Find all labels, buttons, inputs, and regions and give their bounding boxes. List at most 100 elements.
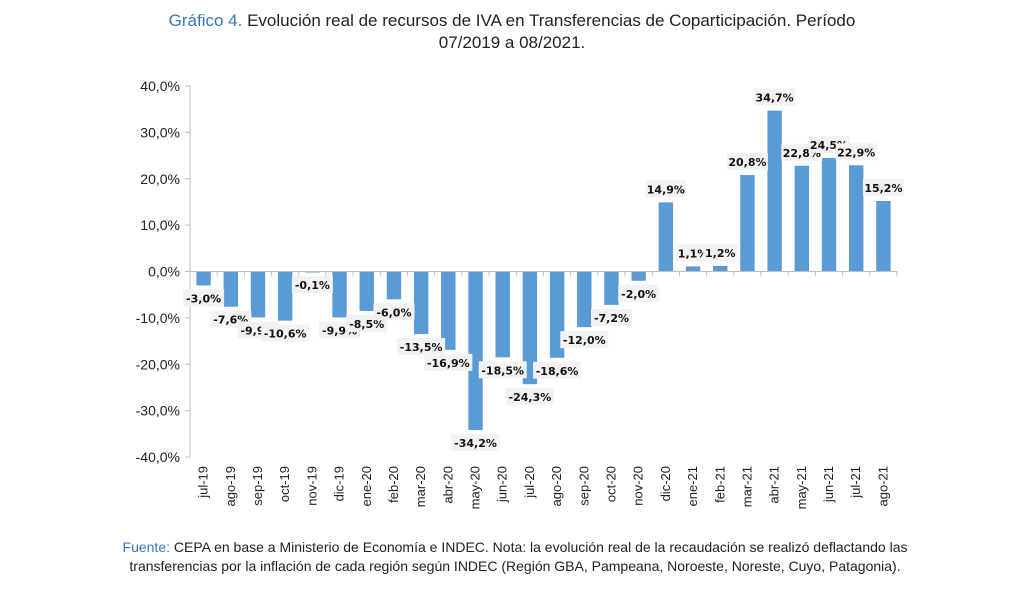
- chart-title-text: Evolución real de recursos de IVA en Tra…: [242, 11, 856, 30]
- source-text: CEPA en base a Ministerio de Economía e …: [129, 539, 908, 574]
- bar-ago-21: [876, 201, 891, 272]
- bar-sep-19: [250, 271, 266, 318]
- bar-may-20: [468, 271, 483, 431]
- bars: [196, 110, 891, 431]
- data-label-bg: [183, 289, 225, 307]
- source-note: Fuente: CEPA en base a Ministerio de Eco…: [100, 538, 930, 576]
- x-tick-label: ago-21: [875, 466, 890, 506]
- x-tick-label: may-21: [794, 466, 809, 509]
- bar-sep-20: [577, 271, 592, 328]
- bar-dic-19: [332, 271, 347, 318]
- data-label-bg: [862, 179, 904, 197]
- bar-oct-19: [277, 271, 293, 321]
- data-label-oct-20: -7,2%: [594, 312, 629, 325]
- data-label-bg: [726, 153, 768, 171]
- x-tick-label: dic-19: [332, 466, 347, 501]
- data-label-abr-21: 34,7%: [756, 92, 794, 105]
- data-label-ene-20: -8,5%: [349, 318, 384, 331]
- bar-mar-21: [740, 175, 755, 272]
- data-labels: -3,0%-7,6%-9,9%-10,6%-0,1%-9,9%-8,5%-6,0…: [183, 88, 904, 452]
- bar-ene-20: [359, 271, 374, 311]
- data-label-ago-21: 15,2%: [864, 182, 902, 195]
- data-label-mar-21: 20,8%: [728, 156, 766, 169]
- data-label-oct-19: -10,6%: [264, 328, 307, 341]
- data-label-bg: [261, 324, 310, 342]
- data-label-bg: [703, 243, 738, 261]
- data-label-bg: [560, 331, 609, 349]
- data-label-nov-20: -2,0%: [621, 288, 656, 301]
- x-tick-label: ene-20: [359, 466, 374, 506]
- data-label-bg: [424, 353, 473, 371]
- data-label-bg: [291, 275, 333, 293]
- x-tick-label: dic-20: [658, 466, 673, 501]
- y-tick-label: 30,0%: [140, 124, 180, 140]
- bar-ago-19: [223, 271, 238, 307]
- bar-dic-20: [658, 202, 674, 272]
- x-tick-label: abr-21: [767, 466, 782, 504]
- data-label-mar-20: -13,5%: [400, 341, 443, 354]
- y-tick-label: -40,0%: [136, 449, 180, 465]
- bar-jun-21: [821, 157, 837, 272]
- y-tick-label: 10,0%: [140, 217, 180, 233]
- x-tick-label: nov-19: [304, 466, 319, 506]
- x-tick-label: oct-20: [603, 466, 618, 502]
- bar-oct-20: [604, 271, 619, 305]
- data-label-dic-20: 14,9%: [647, 183, 685, 196]
- x-tick-label: oct-19: [277, 466, 292, 502]
- data-label-ago-20: -18,6%: [536, 365, 579, 378]
- data-label-bg: [590, 308, 632, 326]
- bar-mar-20: [413, 271, 429, 335]
- chart-title-line2: 07/2019 a 08/2021.: [438, 33, 586, 52]
- bar-may-21: [794, 165, 810, 272]
- data-label-bg: [676, 244, 711, 262]
- bar-jul-19: [196, 271, 211, 286]
- data-label-feb-20: -6,0%: [376, 306, 411, 319]
- data-label-jul-20: -24,3%: [509, 391, 552, 404]
- x-tick-label: may-20: [468, 466, 483, 509]
- x-tick-label: ago-20: [549, 466, 564, 506]
- data-label-bg: [835, 143, 877, 161]
- data-label-nov-19: -0,1%: [295, 279, 330, 292]
- x-tick-label: sep-19: [250, 466, 265, 506]
- y-tick-label: 40,0%: [140, 78, 180, 94]
- data-label-bg: [478, 361, 527, 379]
- data-label-sep-20: -12,0%: [563, 334, 606, 347]
- bar-feb-20: [386, 271, 402, 300]
- data-label-may-20: -34,2%: [454, 437, 497, 450]
- x-tick-label: nov-20: [631, 466, 646, 506]
- x-tick-label: feb-20: [386, 466, 401, 503]
- data-label-feb-21: 1,2%: [705, 247, 736, 260]
- data-label-bg: [451, 434, 500, 452]
- bar-jul-20: [522, 271, 538, 385]
- data-label-jul-21: 22,9%: [837, 146, 875, 159]
- bar-jul-21: [849, 165, 864, 272]
- data-label-bg: [533, 361, 582, 379]
- data-label-abr-20: -16,9%: [427, 357, 470, 370]
- bar-abr-20: [441, 271, 456, 350]
- bar-nov-20: [631, 271, 646, 281]
- y-tick-label: -10,0%: [136, 310, 180, 326]
- x-tick-label: feb-21: [712, 466, 727, 503]
- x-tick-label: ene-21: [685, 466, 700, 506]
- y-tick-label: -30,0%: [136, 403, 180, 419]
- source-lead: Fuente:: [122, 539, 170, 555]
- data-label-ene-21: 1,1%: [678, 247, 709, 260]
- x-tick-label: abr-20: [440, 466, 455, 504]
- y-tick-label: -20,0%: [136, 356, 180, 372]
- data-label-jun-20: -18,5%: [481, 364, 524, 377]
- data-label-bg: [373, 303, 415, 321]
- x-tick-label: jun-21: [821, 466, 836, 503]
- x-tick-label: jun-20: [495, 466, 510, 503]
- bar-ene-21: [685, 266, 701, 272]
- bar-jun-20: [495, 271, 510, 358]
- x-tick-label: jul-20: [522, 466, 537, 499]
- y-tick-label: 0,0%: [148, 264, 180, 280]
- x-tick-label: mar-21: [739, 466, 754, 507]
- x-tick-label: sep-20: [576, 466, 591, 506]
- y-axis: 40,0% 30,0% 20,0% 10,0% 0,0% -10,0% -20,0% -30,…: [136, 78, 191, 465]
- data-label-jul-19: -3,0%: [186, 292, 221, 305]
- chart-title: Gráfico 4. Evolución real de recursos de…: [0, 10, 1024, 54]
- data-label-bg: [505, 388, 554, 406]
- data-label-bg: [618, 284, 660, 302]
